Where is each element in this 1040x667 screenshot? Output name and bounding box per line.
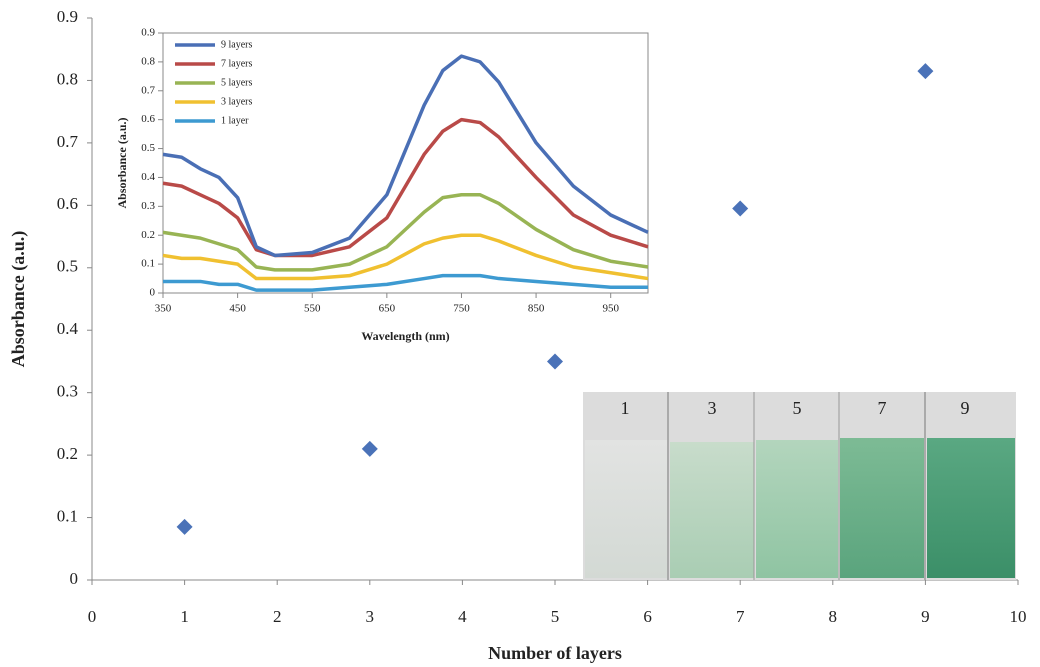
x-tick-label: 0 <box>88 607 97 626</box>
x-tick-label: 10 <box>1010 607 1027 626</box>
vial <box>840 438 924 578</box>
y-tick-label: 0.2 <box>141 229 155 241</box>
x-tick-label: 3 <box>366 607 375 626</box>
point <box>917 63 933 79</box>
y-axis-title: Absorbance (a.u.) <box>115 117 129 208</box>
photo-label: 9 <box>961 398 970 418</box>
legend-label: 3 layers <box>221 96 252 107</box>
legend-label: 5 layers <box>221 77 252 88</box>
legend-label: 7 layers <box>221 58 252 69</box>
y-tick-label: 0.3 <box>141 200 155 212</box>
x-tick-label: 1 <box>180 607 189 626</box>
photo-label: 5 <box>793 398 802 418</box>
point <box>362 441 378 457</box>
x-axis-title: Wavelength (nm) <box>361 329 449 343</box>
y-tick-label: 0.8 <box>141 55 155 67</box>
chart: 00.10.20.30.40.50.60.70.80.9012345678910… <box>0 0 1040 667</box>
vial <box>585 440 667 578</box>
x-tick-label: 5 <box>551 607 560 626</box>
vial <box>756 440 838 578</box>
x-tick-label: 450 <box>229 303 246 315</box>
x-tick-label: 550 <box>304 303 321 315</box>
x-tick-label: 350 <box>155 303 172 315</box>
y-tick-label: 0.6 <box>141 113 155 125</box>
x-tick-label: 8 <box>829 607 838 626</box>
x-tick-label: 4 <box>458 607 467 626</box>
x-tick-label: 850 <box>528 303 545 315</box>
y-tick-label: 0.1 <box>141 258 155 270</box>
x-tick-label: 7 <box>736 607 745 626</box>
y-tick-label: 0 <box>150 287 156 299</box>
point <box>732 200 748 216</box>
photo-label: 7 <box>878 398 887 418</box>
x-tick-label: 9 <box>921 607 930 626</box>
vial <box>927 438 1015 578</box>
y-tick-label: 0.4 <box>141 171 155 183</box>
y-tick-label: 0.2 <box>57 444 78 463</box>
y-tick-label: 0.7 <box>57 132 79 151</box>
x-axis-title: Number of layers <box>488 643 622 663</box>
point <box>177 519 193 535</box>
vial <box>670 442 754 578</box>
x-tick-label: 950 <box>602 303 619 315</box>
y-tick-label: 0.8 <box>57 69 78 88</box>
photo-label: 3 <box>708 398 717 418</box>
point <box>547 353 563 369</box>
y-axis-title: Absorbance (a.u.) <box>8 231 29 368</box>
y-tick-label: 0.1 <box>57 506 78 525</box>
legend-label: 1 layer <box>221 115 249 126</box>
y-tick-label: 0.9 <box>141 27 155 39</box>
y-tick-label: 0.4 <box>57 319 79 338</box>
legend-label: 9 layers <box>221 39 252 50</box>
photo: 1 3 5 7 9 <box>583 392 1016 580</box>
y-tick-label: 0 <box>70 569 79 588</box>
photo-label: 1 <box>621 398 630 418</box>
x-tick-label: 2 <box>273 607 282 626</box>
y-tick-label: 0.5 <box>141 142 155 154</box>
x-tick-label: 750 <box>453 303 470 315</box>
y-tick-label: 0.7 <box>141 84 155 96</box>
x-tick-label: 650 <box>379 303 396 315</box>
y-tick-label: 0.5 <box>57 257 78 276</box>
y-tick-label: 0.3 <box>57 382 78 401</box>
inset-plot: 0 0.1 0.2 0.3 0.4 0.5 0.6 0.7 0.8 0.9 350 450 550 650… <box>115 27 648 343</box>
y-tick-label: 0.9 <box>57 7 78 26</box>
page: 00.10.20.30.40.50.60.70.80.9012345678910… <box>0 0 1040 667</box>
y-tick-label: 0.6 <box>57 194 78 213</box>
x-tick-label: 6 <box>643 607 652 626</box>
